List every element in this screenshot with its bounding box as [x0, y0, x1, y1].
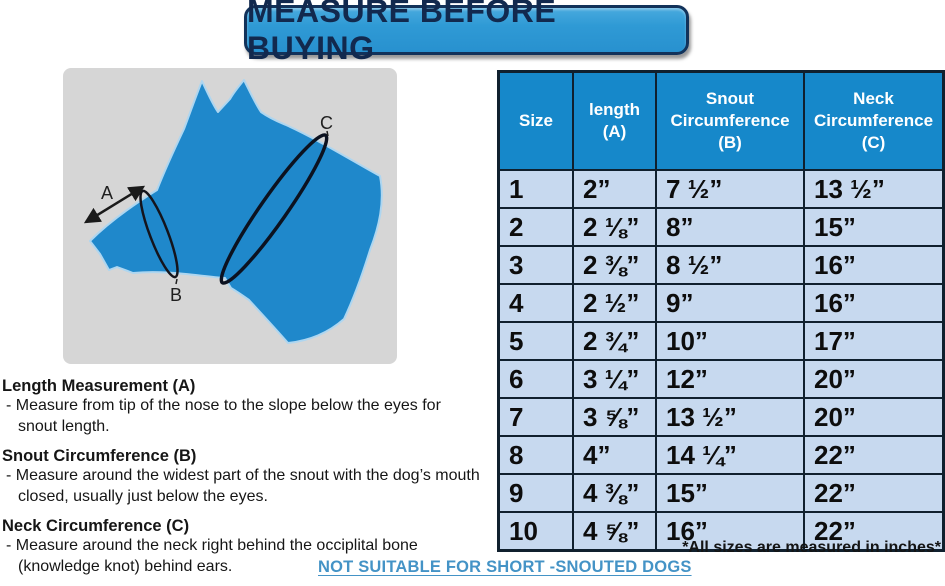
cell-snout: 12” [657, 361, 803, 397]
snout-circumference-section: Snout Circumference (B) - Measure around… [2, 446, 482, 507]
column-header-size: Size [500, 73, 572, 169]
cell-snout: 7 ½” [657, 171, 803, 207]
neck-circumference-ellipse-c [219, 133, 329, 285]
cell-length: 4” [574, 437, 655, 473]
cell-length: 2 ¾” [574, 323, 655, 359]
cell-length: 3 ⅝” [574, 399, 655, 435]
cell-size: 8 [500, 437, 572, 473]
cell-neck: 16” [805, 247, 942, 283]
size-chart-table: Size length (A) Snout Circumference (B) … [497, 70, 945, 552]
section-text: (knowledge knot) behind ears. [18, 557, 233, 575]
cell-snout: 13 ½” [657, 399, 803, 435]
cell-snout: 15” [657, 475, 803, 511]
column-header-length: length (A) [574, 73, 655, 169]
cell-snout: 10” [657, 323, 803, 359]
cell-neck: 16” [805, 285, 942, 321]
cell-size: 4 [500, 285, 572, 321]
diagram-label-a: A [101, 183, 113, 203]
cell-neck: 13 ½” [805, 171, 942, 207]
section-heading: Length Measurement (A) [2, 377, 196, 395]
section-text: closed, usually just below the eyes. [18, 487, 268, 505]
measurement-instructions: Length Measurement (A) - Measure from ti… [2, 376, 482, 586]
cell-neck: 20” [805, 361, 942, 397]
units-footnote: *All sizes are measured in inches* [682, 539, 941, 556]
section-text: - Measure around the widest part of the … [6, 467, 480, 484]
measure-before-buying-banner: MEASURE BEFORE BUYING [244, 0, 689, 66]
cell-neck: 17” [805, 323, 942, 359]
cell-size: 2 [500, 209, 572, 245]
cell-length: 2” [574, 171, 655, 207]
label-c-tick [326, 130, 329, 137]
neck-circumference-section: Neck Circumference (C) - Measure around … [2, 516, 482, 577]
section-heading: Snout Circumference (B) [2, 447, 197, 465]
cell-snout: 8” [657, 209, 803, 245]
cell-neck: 20” [805, 399, 942, 435]
cell-neck: 22” [805, 475, 942, 511]
cell-snout: 8 ½” [657, 247, 803, 283]
cell-size: 10 [500, 513, 572, 549]
banner-title: MEASURE BEFORE BUYING [247, 0, 557, 66]
section-text: - Measure around the neck right behind t… [6, 537, 418, 554]
cell-neck: 22” [805, 513, 942, 549]
section-text: snout length. [18, 417, 110, 435]
short-snouted-warning-link[interactable]: NOT SUITABLE FOR SHORT -SNOUTED DOGS [318, 558, 692, 576]
cell-length: 2 ½” [574, 285, 655, 321]
cell-neck: 15” [805, 209, 942, 245]
length-measurement-section: Length Measurement (A) - Measure from ti… [2, 376, 482, 437]
cell-length: 2 ⅛” [574, 209, 655, 245]
cell-size: 9 [500, 475, 572, 511]
dog-measurement-diagram: A B C [63, 68, 397, 364]
section-heading: Neck Circumference (C) [2, 517, 190, 535]
cell-size: 5 [500, 323, 572, 359]
cell-length: 4 ⅝” [574, 513, 655, 549]
cell-length: 4 ⅜” [574, 475, 655, 511]
column-header-neck: Neck Circumference (C) [805, 73, 942, 169]
cell-size: 6 [500, 361, 572, 397]
column-header-snout: Snout Circumference (B) [657, 73, 803, 169]
section-text: - Measure from tip of the nose to the sl… [6, 397, 441, 414]
cell-size: 7 [500, 399, 572, 435]
label-b-tick [175, 278, 178, 285]
cell-size: 1 [500, 171, 572, 207]
diagram-label-c: C [320, 113, 333, 133]
cell-size: 3 [500, 247, 572, 283]
cell-length: 2 ⅜” [574, 247, 655, 283]
cell-snout: 16” [657, 513, 803, 549]
diagram-label-b: B [170, 285, 182, 305]
cell-neck: 22” [805, 437, 942, 473]
cell-snout: 9” [657, 285, 803, 321]
length-arrow-a [83, 185, 146, 224]
cell-length: 3 ¼” [574, 361, 655, 397]
cell-snout: 14 ¼” [657, 437, 803, 473]
